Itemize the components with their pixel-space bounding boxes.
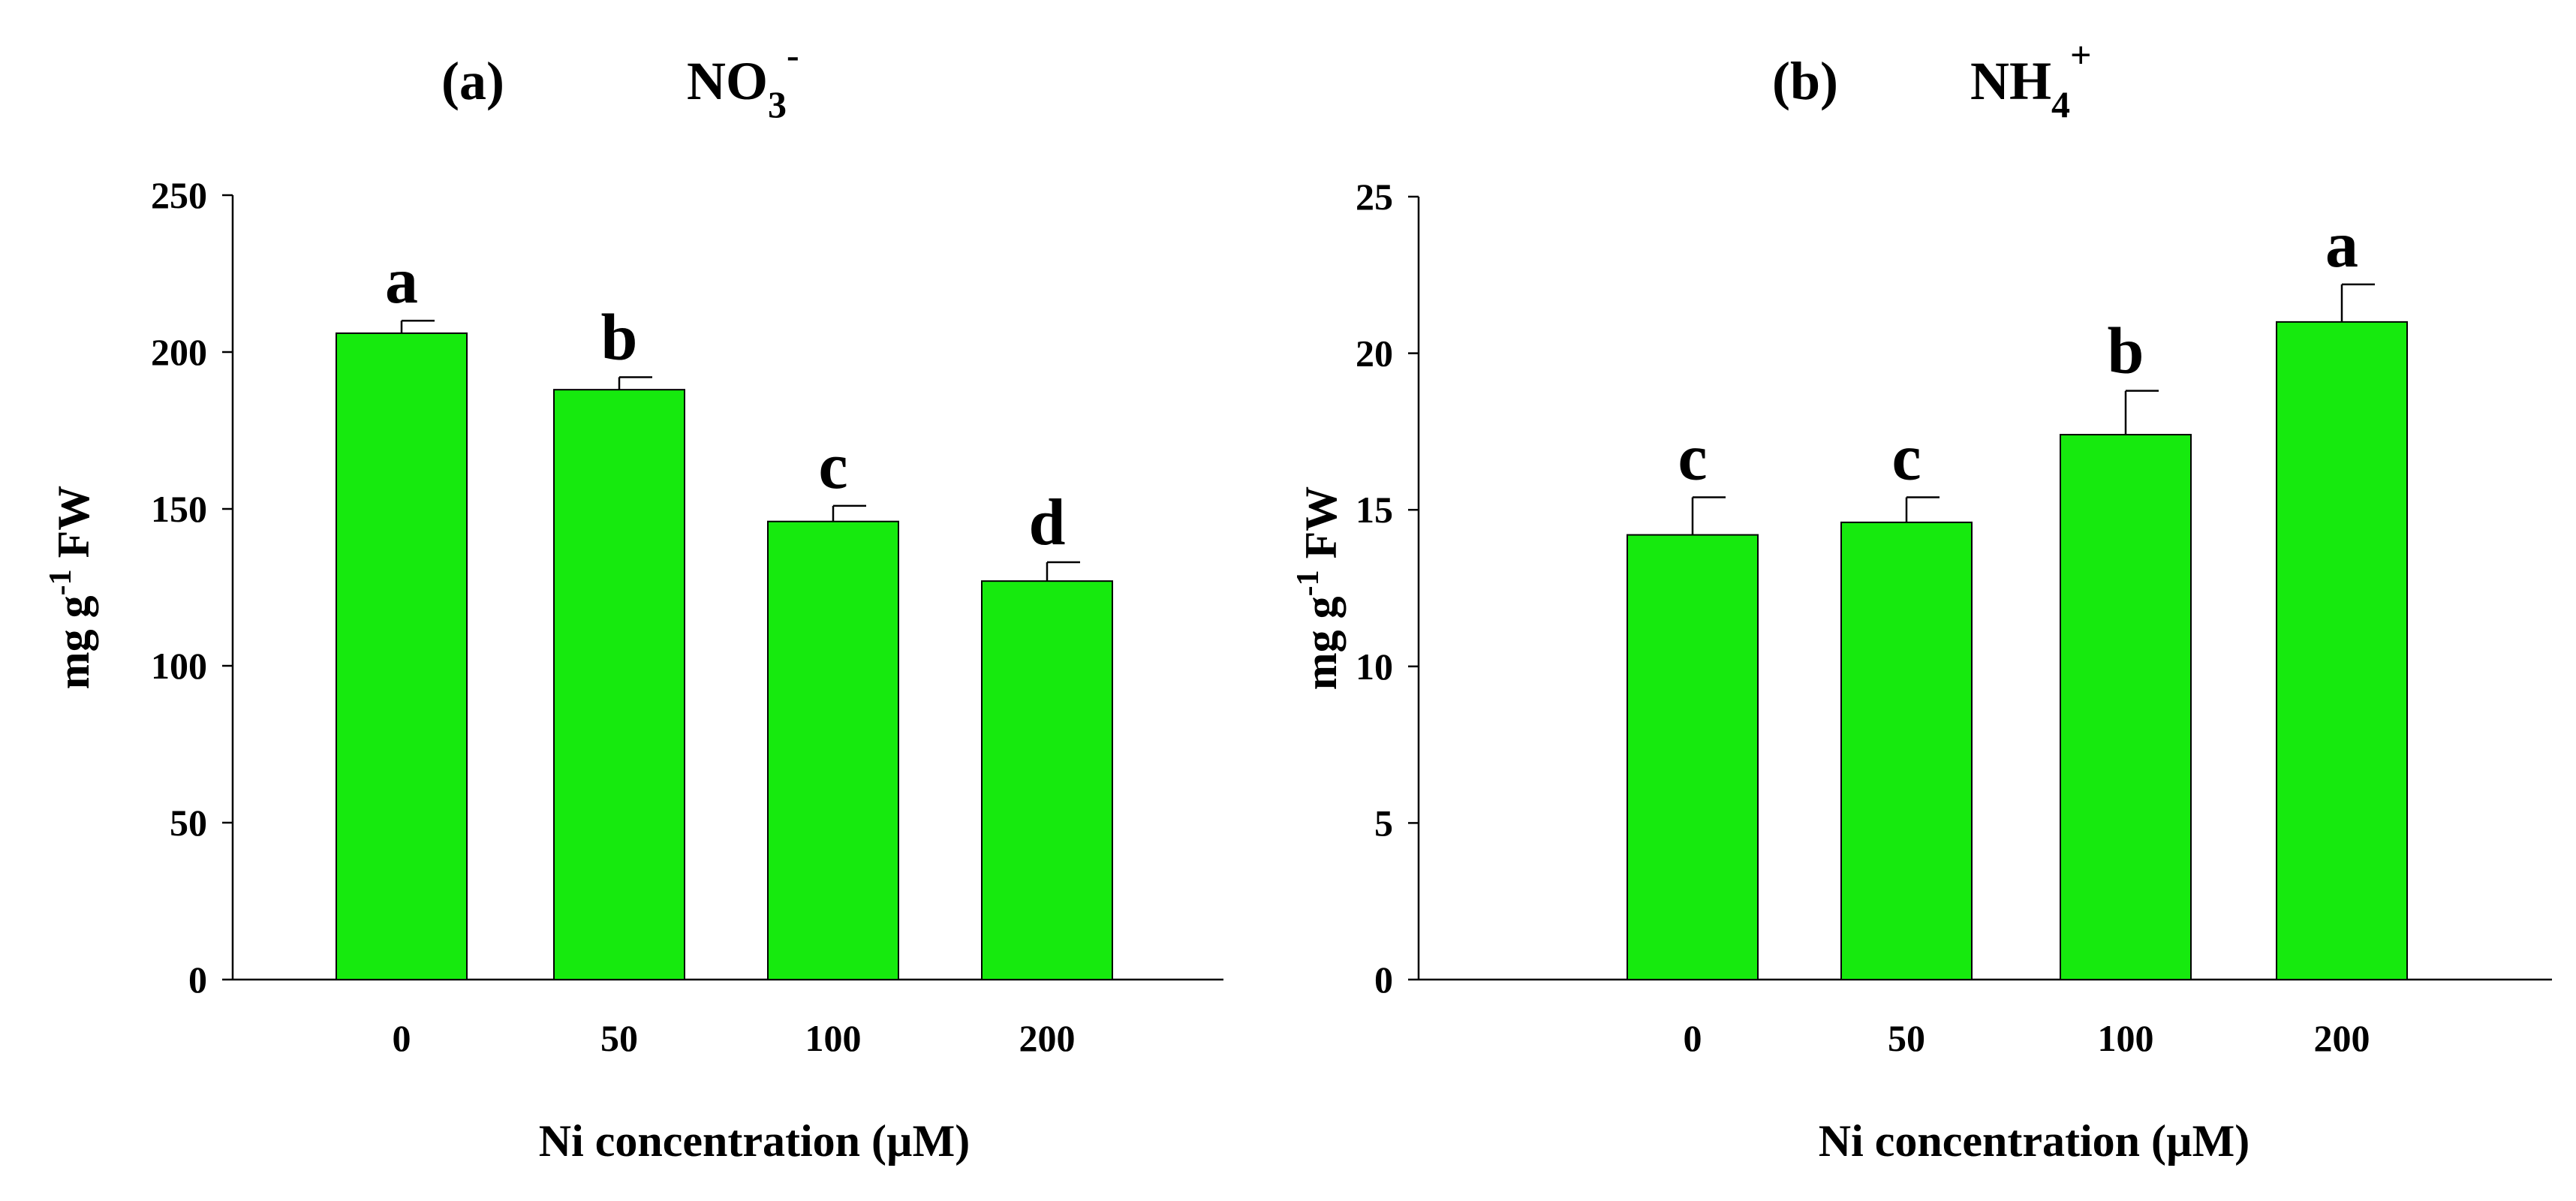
x-tick-label: 200 xyxy=(2314,1017,2370,1059)
panel-label: (a) xyxy=(441,51,504,111)
y-axis-title: mg g-1 FW xyxy=(1291,486,1346,691)
y-tick-label: 200 xyxy=(151,331,207,373)
bar xyxy=(767,520,899,980)
significance-letter: c xyxy=(818,430,847,503)
x-tick-label: 0 xyxy=(393,1017,411,1059)
y-tick-label: 10 xyxy=(1356,646,1393,688)
bar xyxy=(553,389,685,980)
x-tick-label: 200 xyxy=(1019,1017,1076,1059)
significance-letter: c xyxy=(1891,422,1921,495)
significance-letter: b xyxy=(2108,315,2144,388)
bar xyxy=(2060,434,2192,980)
significance-letter: c xyxy=(1678,422,1707,495)
bar xyxy=(336,332,468,981)
bar xyxy=(1627,534,1759,980)
x-axis-title: Ni concentration (µM) xyxy=(1819,1116,2249,1166)
x-tick-label: 0 xyxy=(1684,1017,1702,1059)
y-tick-label: 25 xyxy=(1356,176,1393,218)
panel-b: 0 5 10 15 20 25 c 0 c 50 b 100 a 200 (b) NH4+ mg g-1 FW N… xyxy=(1291,34,2552,1166)
x-tick-label: 50 xyxy=(600,1017,638,1059)
panel-title: NH4+ xyxy=(1970,34,2092,125)
y-tick-label: 50 xyxy=(170,802,207,844)
significance-letter: b xyxy=(601,301,638,374)
y-tick-label: 0 xyxy=(188,959,207,1001)
bar xyxy=(2276,321,2408,980)
significance-letter: d xyxy=(1029,486,1066,559)
panel-title: NO3- xyxy=(687,34,799,125)
y-tick-label: 15 xyxy=(1356,489,1393,531)
x-tick-label: 50 xyxy=(1888,1017,1925,1059)
panel-label: (b) xyxy=(1772,51,1838,111)
y-tick-label: 250 xyxy=(151,174,207,216)
y-tick-label: 20 xyxy=(1356,333,1393,375)
y-tick-label: 100 xyxy=(151,645,207,687)
y-axis-title: mg g-1 FW xyxy=(44,486,98,690)
significance-letter: a xyxy=(2325,209,2358,281)
panel-a: 0 50 100 150 200 250 a 0 b 50 c 100 d 200 (a) NO3- mg g-… xyxy=(44,34,1223,1166)
bar xyxy=(1840,521,1973,980)
bar xyxy=(981,580,1113,980)
y-tick-label: 5 xyxy=(1374,802,1393,844)
x-tick-label: 100 xyxy=(2098,1017,2154,1059)
significance-letter: a xyxy=(385,245,418,318)
y-tick-label: 0 xyxy=(1374,959,1393,1001)
y-tick-label: 150 xyxy=(151,488,207,530)
x-axis-title: Ni concentration (µM) xyxy=(539,1116,970,1166)
x-tick-label: 100 xyxy=(805,1017,862,1059)
